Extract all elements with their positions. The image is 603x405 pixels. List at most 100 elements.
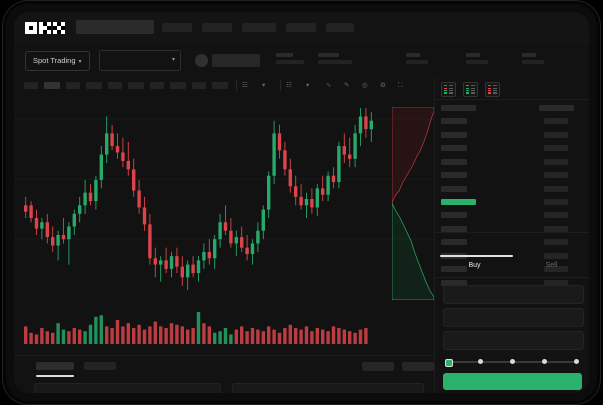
active-tab-underline — [440, 255, 513, 257]
orderbook-icon-bar — [444, 92, 447, 94]
orderbook-ask-row — [441, 172, 467, 178]
camera-icon[interactable]: ◎ — [362, 82, 368, 89]
slider-stop-50[interactable] — [510, 359, 515, 365]
tab-open-orders[interactable] — [36, 362, 74, 370]
tf-custom[interactable] — [212, 82, 228, 89]
trading-mode-label: Spot Trading — [33, 56, 76, 65]
compare-icon[interactable]: ☷ — [286, 82, 292, 89]
chevron-down-icon: ▾ — [171, 57, 175, 63]
orderbook-view-modes — [441, 82, 500, 97]
amount-percent-slider[interactable] — [445, 358, 580, 367]
orderbook-icon-line — [470, 85, 475, 87]
stat-label — [276, 53, 294, 57]
logo-letter-o — [25, 22, 37, 34]
orderbook-icon-bar — [488, 90, 491, 92]
orderbook-ask-row — [441, 118, 467, 124]
orderbook-ask-row — [441, 158, 467, 165]
orderbook-view-both[interactable] — [441, 82, 456, 97]
orderbook-ask-size — [544, 185, 568, 192]
coin-avatar-icon — [195, 54, 208, 67]
tab-sell[interactable]: Sell — [545, 262, 558, 269]
orderbook-bid-size — [544, 225, 568, 232]
orderbook-bid-size — [544, 239, 568, 245]
orderbook-and-trade-panel: Buy Sell — [434, 77, 589, 393]
orderbook-icon-line — [492, 87, 497, 89]
orders-panel — [14, 355, 434, 393]
slider-stop-25[interactable] — [478, 359, 484, 365]
stat-volume-24h — [522, 53, 544, 64]
orderbook-icon-line — [470, 90, 475, 92]
stat-value — [276, 60, 304, 64]
tf-1w[interactable] — [150, 82, 164, 89]
orderbook-column-header-left — [441, 105, 476, 111]
active-tab-underline — [36, 375, 74, 377]
trading-pair-selector[interactable]: ▾ — [99, 50, 181, 71]
nav-more[interactable] — [326, 23, 354, 32]
line-style-icon[interactable]: ∿ — [326, 82, 332, 89]
orderbook-view-bids[interactable] — [463, 82, 478, 97]
settings-chevron-icon[interactable]: ▾ — [306, 82, 310, 89]
buy-sell-tabs: Buy Sell — [435, 255, 589, 278]
slider-handle[interactable] — [445, 358, 453, 367]
orderbook-ask-size — [544, 158, 568, 165]
indicators-icon[interactable]: ☳ — [242, 82, 248, 89]
slider-stop-75[interactable] — [541, 359, 547, 365]
tf-4h[interactable] — [108, 82, 122, 89]
candlestick-canvas — [14, 108, 434, 290]
chart-type-chevron-icon[interactable]: ▾ — [262, 82, 266, 89]
orderbook-ask-row — [441, 185, 467, 192]
bottom-action-hide-others[interactable] — [362, 362, 394, 371]
stat-value — [522, 60, 544, 64]
nav-markets[interactable] — [202, 23, 232, 32]
orderbook-icon-bar — [488, 92, 491, 94]
tf-1d[interactable] — [128, 82, 144, 89]
orderbook-view-asks[interactable] — [485, 82, 500, 97]
tf-1h[interactable] — [86, 82, 102, 89]
order-amount-field[interactable] — [443, 308, 584, 327]
draw-pencil-icon[interactable]: ✎ — [344, 82, 350, 89]
orderbook-icon-line — [470, 92, 475, 94]
bottom-action-cancel-all[interactable] — [402, 362, 434, 371]
orderbook-icon-line — [448, 90, 453, 92]
search-input[interactable] — [76, 20, 154, 34]
orderbook-last-price — [441, 199, 476, 205]
orderbook-icon-line — [492, 90, 497, 92]
tf-5m[interactable] — [44, 82, 60, 89]
logo-letter-x — [53, 22, 65, 34]
logo-letter-k — [39, 22, 51, 34]
chart-toolbar: ☳ ▾ ☷ ▾ ∿ ✎ ◎ ⚙ ⛶ — [14, 77, 434, 95]
orderbook-icon-line — [470, 87, 475, 89]
order-price-field[interactable] — [443, 285, 584, 304]
trading-pair-label — [212, 54, 260, 67]
okx-logo[interactable] — [25, 22, 65, 34]
orderbook-ask-row — [441, 145, 467, 151]
toolbar-divider — [280, 80, 281, 91]
orderbook-last-price-size — [544, 199, 568, 205]
stat-value — [318, 60, 352, 64]
tab-order-history[interactable] — [84, 362, 116, 370]
tf-more[interactable] — [192, 82, 206, 89]
app-screen: Spot Trading ▾ ▾ ☳ ▾ ☷ ▾ ∿ ✎ ◎ ⚙ ⛶ Buy Sell — [14, 12, 589, 393]
tf-1mo[interactable] — [170, 82, 186, 89]
tf-15m[interactable] — [66, 82, 80, 89]
submit-buy-button[interactable] — [443, 373, 582, 390]
stat-high-24h — [406, 53, 428, 64]
nav-trade[interactable] — [162, 23, 192, 32]
orderbook-bid-size — [544, 252, 568, 259]
gear-icon[interactable]: ⚙ — [380, 82, 386, 89]
stat-last-price — [276, 53, 304, 64]
fullscreen-icon[interactable]: ⛶ — [398, 82, 403, 89]
tab-buy[interactable]: Buy — [468, 262, 481, 269]
nav-wallet[interactable] — [286, 23, 316, 32]
nav-earn[interactable] — [242, 23, 276, 32]
tf-1m[interactable] — [24, 82, 38, 89]
order-total-field[interactable] — [443, 331, 584, 350]
stat-label — [318, 53, 340, 57]
orderbook-icon-bar — [444, 85, 447, 87]
trading-mode-selector[interactable]: Spot Trading ▾ — [25, 51, 90, 71]
orderbook-bid-row — [441, 239, 467, 245]
slider-stop-100[interactable] — [573, 359, 579, 365]
market-summary-bar: Spot Trading ▾ ▾ — [14, 44, 589, 78]
price-chart[interactable] — [14, 94, 434, 300]
orderbook-icon-line — [448, 85, 453, 87]
